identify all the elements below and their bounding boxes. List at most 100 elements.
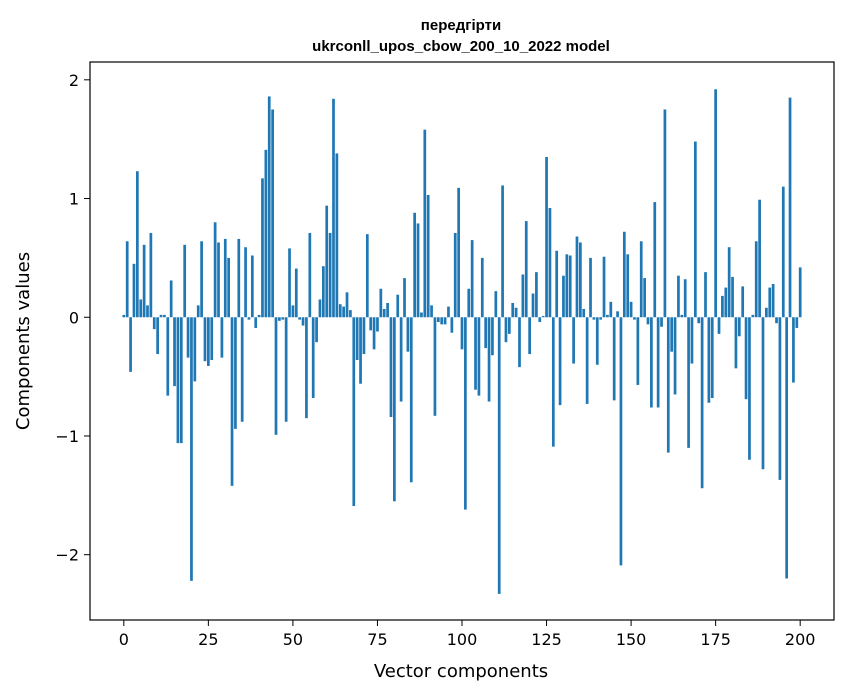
bar (612, 317, 616, 401)
bar (589, 257, 592, 318)
bar (714, 89, 717, 318)
bar (633, 317, 636, 320)
bar (122, 314, 126, 318)
bar (579, 242, 582, 318)
bar (352, 317, 356, 507)
bar (190, 317, 193, 581)
bar (521, 274, 525, 318)
bar (470, 240, 474, 318)
bar (183, 244, 187, 318)
chart-title-line-2: ukrconll_upos_cbow_200_10_2022 model (312, 38, 610, 55)
bar (125, 241, 129, 318)
x-tick-label: 125 (531, 630, 562, 649)
bar (207, 317, 210, 366)
bar (217, 242, 220, 318)
bar (386, 303, 389, 318)
bar (616, 311, 619, 318)
bar (146, 305, 149, 318)
bar (335, 153, 339, 318)
bar (308, 232, 312, 318)
bar (707, 317, 711, 403)
bar (305, 317, 308, 419)
bar (491, 317, 494, 356)
bar (196, 305, 200, 318)
bar (372, 317, 376, 350)
bar (393, 317, 396, 502)
y-tick-label: 0 (69, 308, 79, 327)
bar (771, 284, 775, 318)
bar (622, 231, 626, 318)
bar (467, 288, 471, 318)
bar (430, 305, 433, 318)
bar (639, 241, 643, 318)
bar (132, 263, 136, 318)
bar (670, 317, 674, 352)
bar (129, 317, 132, 372)
x-tick-label: 150 (616, 630, 647, 649)
plot-frame (89, 61, 835, 621)
bar (315, 317, 318, 343)
bar (693, 141, 697, 318)
x-tick-label: 175 (700, 630, 731, 649)
bar (511, 303, 515, 318)
bar-series (122, 89, 802, 594)
bar (744, 317, 748, 400)
bar (585, 317, 589, 404)
bar (751, 314, 755, 318)
x-axis-label: Vector components (374, 661, 548, 682)
x-tick-label: 0 (119, 630, 129, 649)
bar (247, 317, 251, 320)
bar (656, 317, 660, 408)
bar (254, 317, 258, 328)
bar (524, 221, 528, 318)
bar (376, 317, 379, 332)
bar (541, 316, 545, 318)
bar (717, 317, 721, 334)
bar (271, 109, 274, 318)
bar (677, 275, 680, 318)
bar (761, 317, 765, 470)
bar (548, 208, 552, 318)
bar (565, 254, 569, 318)
bar (450, 317, 454, 333)
bar (562, 275, 565, 318)
bar (156, 317, 159, 355)
bar (250, 255, 254, 318)
bar (244, 247, 247, 318)
bar (355, 317, 359, 360)
bar (230, 317, 234, 486)
bar (754, 241, 758, 318)
bar (765, 307, 768, 318)
bar (768, 287, 772, 318)
bar (159, 314, 163, 318)
bar (788, 97, 792, 318)
bar (792, 317, 795, 383)
bar (460, 317, 464, 350)
bar (575, 236, 579, 318)
bar (413, 212, 417, 318)
bar (349, 310, 352, 318)
bar (294, 268, 298, 318)
bar (264, 149, 268, 318)
bar (602, 256, 606, 318)
bar (379, 288, 383, 318)
bar (531, 293, 535, 318)
bar (179, 317, 183, 444)
x-tick-label: 75 (367, 630, 387, 649)
bar (785, 317, 789, 579)
bar (660, 317, 663, 327)
bar (193, 317, 197, 382)
bar (687, 317, 690, 448)
bar (721, 295, 724, 318)
bar (781, 186, 785, 318)
bar (440, 317, 444, 325)
bar (345, 292, 349, 318)
bar (173, 317, 176, 387)
bar (663, 109, 667, 318)
bar (798, 267, 802, 318)
bar (683, 279, 687, 318)
bar (646, 317, 650, 325)
bar (210, 317, 214, 360)
bar (650, 317, 653, 408)
